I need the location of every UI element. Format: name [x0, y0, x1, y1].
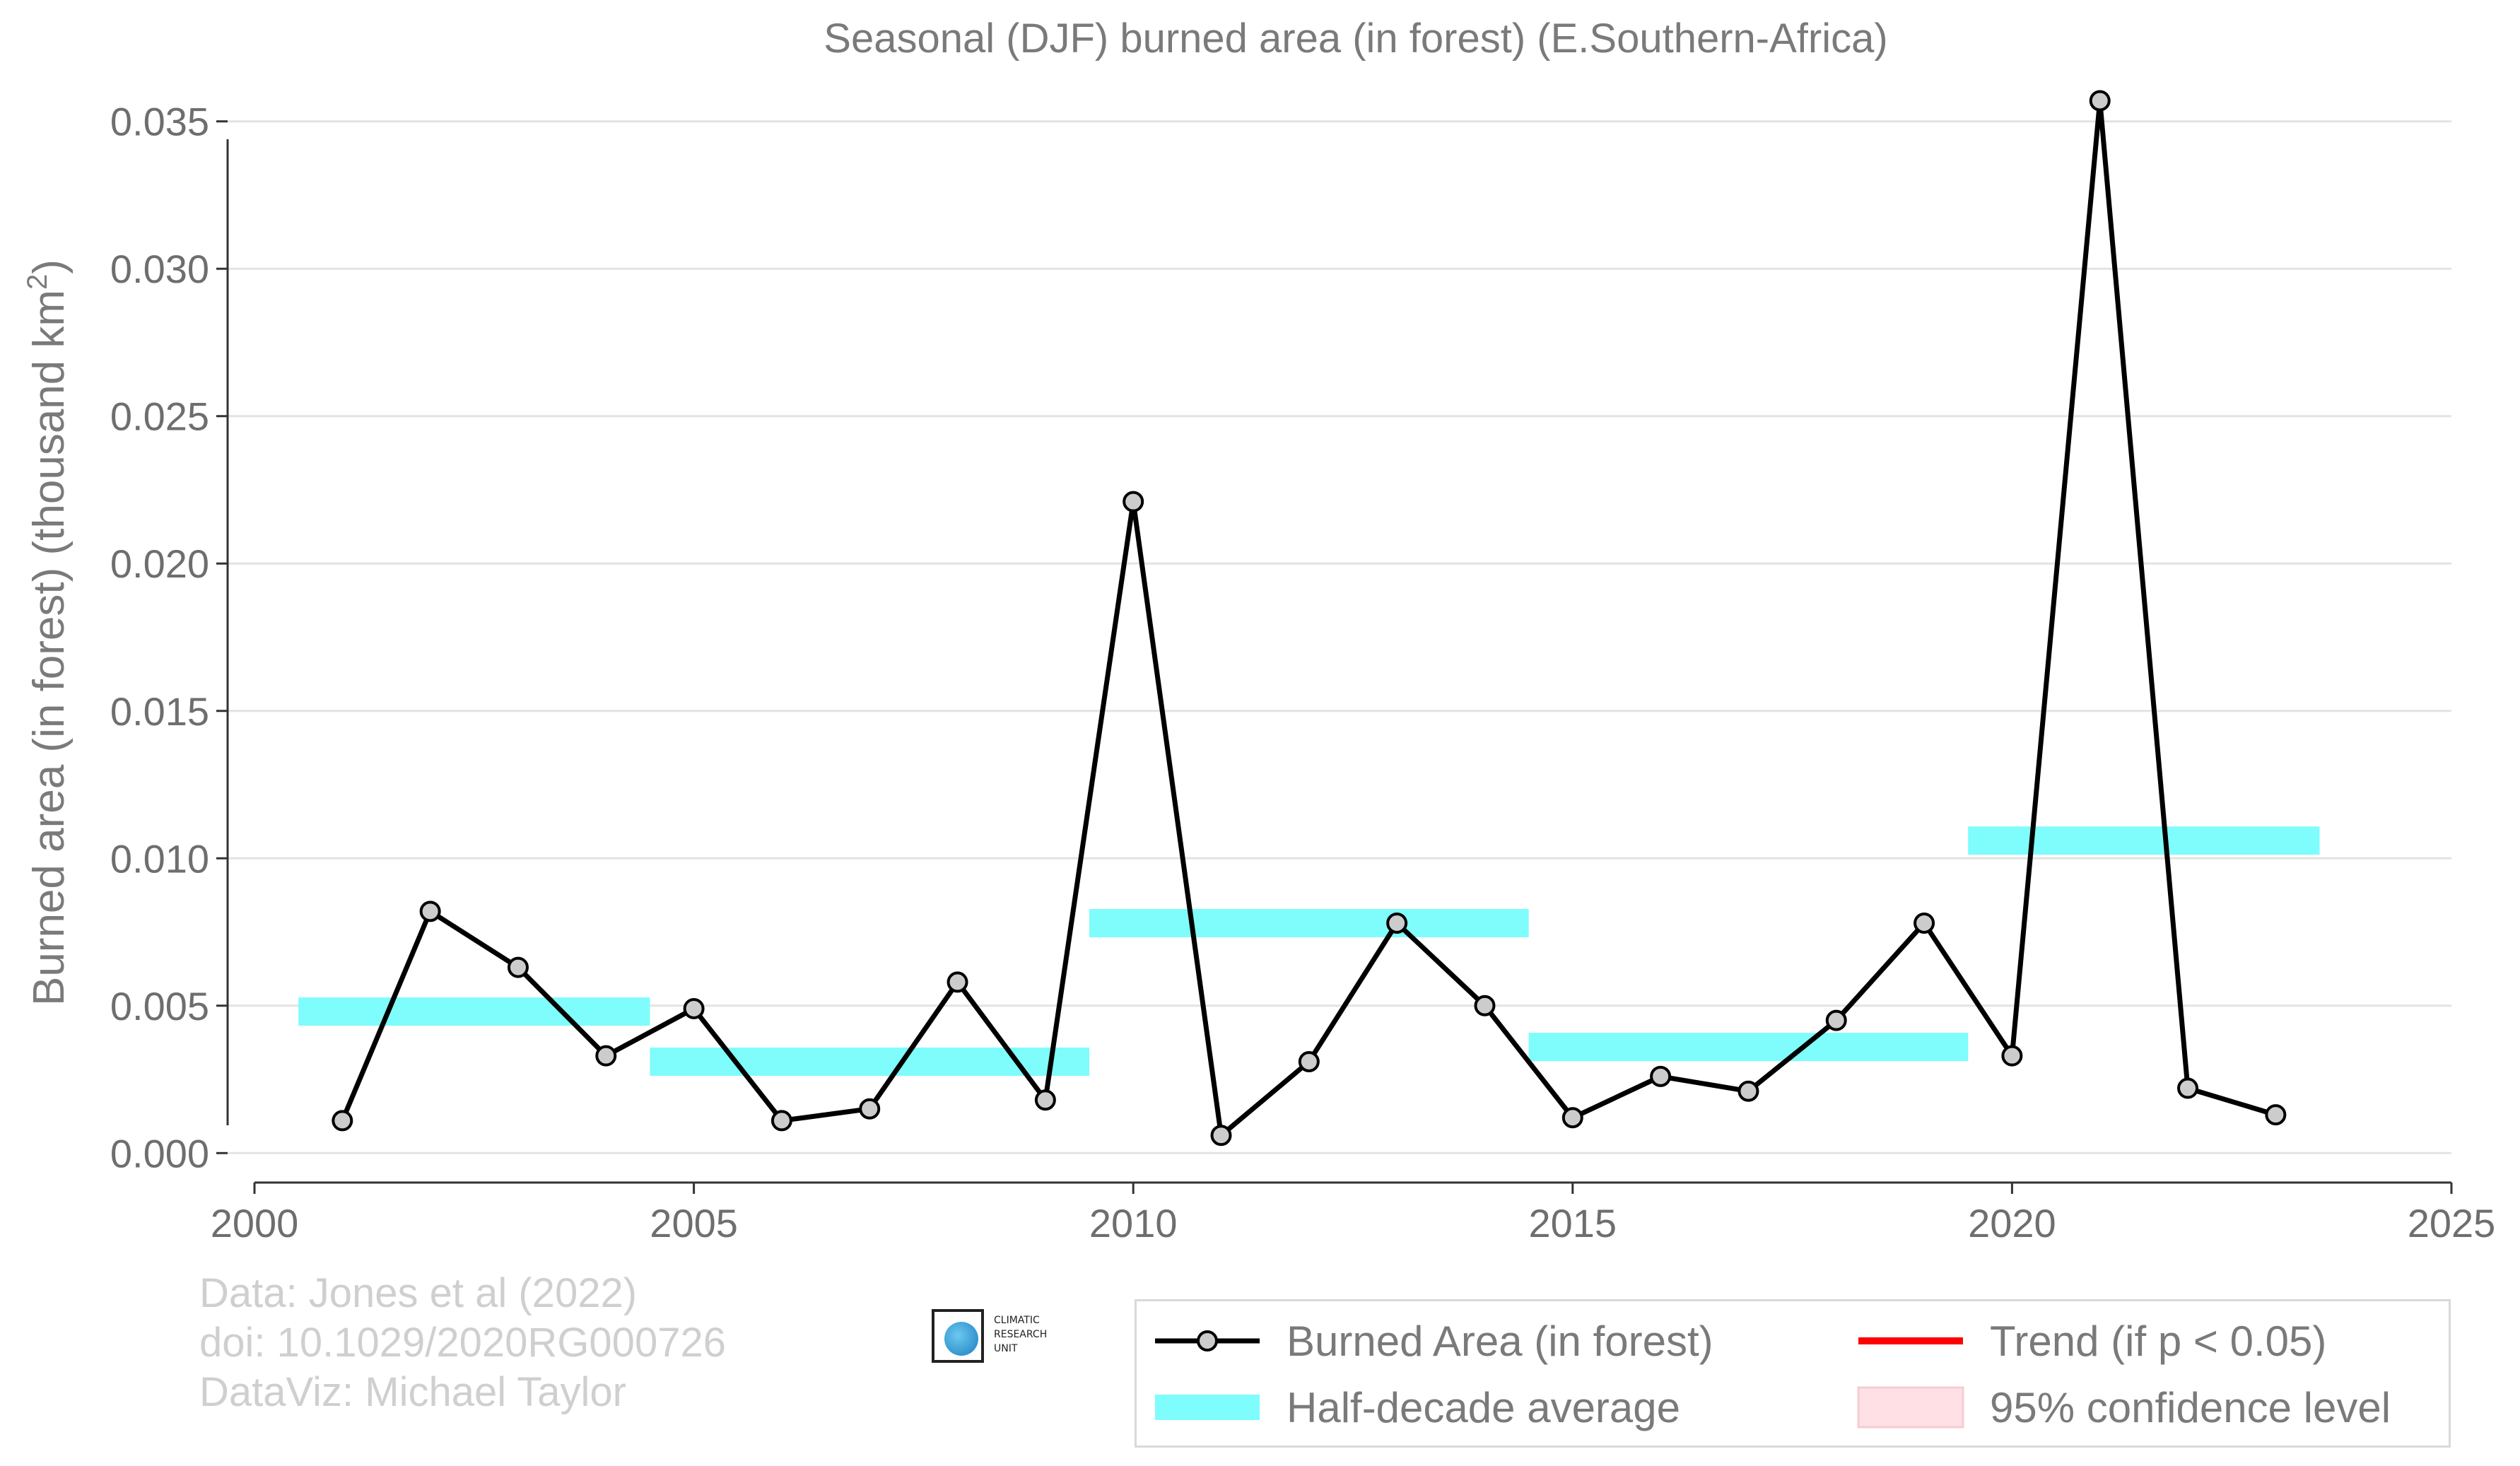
data-point	[1123, 491, 1144, 512]
data-point	[1650, 1065, 1672, 1087]
y-tick-label: 0.000	[110, 1131, 209, 1175]
credit-source: Data: Jones et al (2022)	[199, 1270, 638, 1316]
logo-frame	[932, 1309, 984, 1363]
logo-text: CLIMATIC RESEARCH UNIT	[994, 1315, 1048, 1354]
y-tick-label: 0.020	[110, 541, 209, 586]
y-axis-ticks: 0.000 0.005 0.010 0.015 0.020 0.025 0.030 0.035	[110, 100, 228, 1175]
half-decade-band	[1968, 826, 2320, 855]
y-axis-title: Burned area (in forest) (thousand km2)	[22, 259, 74, 1006]
half-decade-band	[1528, 1033, 1969, 1062]
x-tick-label: 2020	[1968, 1201, 2056, 1245]
y-tick-label: 0.035	[110, 100, 209, 144]
legend-label-trend: Trend (if p < 0.05)	[1990, 1317, 2327, 1365]
y-tick-label: 0.030	[110, 247, 209, 291]
data-point	[859, 1098, 881, 1120]
data-point	[1298, 1051, 1320, 1073]
data-point	[1474, 995, 1496, 1016]
data-point	[1914, 913, 1935, 934]
legend-label-burned-area: Burned Area (in forest)	[1287, 1317, 1713, 1365]
y-tick-label: 0.005	[110, 984, 209, 1028]
x-tick-label: 2010	[1089, 1201, 1178, 1245]
data-point	[683, 997, 705, 1019]
half-decade-band	[298, 997, 650, 1026]
x-tick-label: 2015	[1529, 1201, 1617, 1245]
data-point	[419, 901, 441, 922]
x-tick-label: 2000	[211, 1201, 299, 1245]
x-axis-ticks: 2000 2005 2010 2015 2020 2025	[211, 1183, 2496, 1245]
data-point	[1737, 1080, 1759, 1102]
legend-key-band	[1151, 1379, 1264, 1436]
data-point	[1034, 1089, 1056, 1111]
data-point	[2001, 1045, 2023, 1067]
chart-legend: Burned Area (in forest) Half-decade aver…	[1135, 1299, 2451, 1448]
data-point	[1210, 1125, 1232, 1147]
globe-icon	[944, 1322, 978, 1356]
data-point	[2177, 1077, 2199, 1099]
credit-doi: doi: 10.1029/2020RG000726	[199, 1320, 726, 1366]
data-credits: Data: Jones et al (2022) doi: 10.1029/20…	[199, 1269, 726, 1417]
data-point	[2265, 1104, 2287, 1126]
data-point	[1561, 1107, 1583, 1129]
data-point	[770, 1110, 792, 1132]
legend-key-confidence	[1854, 1379, 1967, 1436]
data-point	[332, 1110, 353, 1132]
x-tick-label: 2005	[650, 1201, 738, 1245]
legend-label-confidence: 95% confidence level	[1990, 1383, 2391, 1431]
legend-item-confidence: 95% confidence level	[1854, 1379, 2391, 1436]
chart-title: Seasonal (DJF) burned area (in forest) (…	[824, 16, 1887, 61]
legend-key-trend-line	[1854, 1313, 1967, 1369]
burned-area-line	[340, 98, 2277, 1138]
y-tick-label: 0.015	[110, 689, 209, 734]
y-tick-label: 0.010	[110, 836, 209, 881]
data-point	[1386, 913, 1408, 934]
data-point	[507, 956, 529, 978]
data-point	[595, 1045, 617, 1067]
legend-item-burned-area: Burned Area (in forest)	[1151, 1313, 1713, 1369]
x-tick-label: 2025	[2408, 1201, 2496, 1245]
data-point	[947, 971, 968, 993]
burned-area-points	[332, 90, 2287, 1147]
half-decade-band	[1089, 909, 1529, 938]
y-tick-label: 0.025	[110, 394, 209, 439]
half-decade-bands	[298, 826, 2320, 1077]
legend-item-half-decade: Half-decade average	[1151, 1379, 1680, 1436]
legend-label-half-decade: Half-decade average	[1287, 1383, 1681, 1431]
credit-dataviz: DataViz: Michael Taylor	[199, 1369, 626, 1415]
legend-item-trend: Trend (if p < 0.05)	[1854, 1313, 2326, 1369]
climatic-research-unit-logo: CLIMATIC RESEARCH UNIT	[932, 1309, 1066, 1366]
data-point	[2089, 90, 2111, 112]
legend-key-line-marker	[1151, 1313, 1264, 1369]
data-point	[1825, 1009, 1847, 1031]
